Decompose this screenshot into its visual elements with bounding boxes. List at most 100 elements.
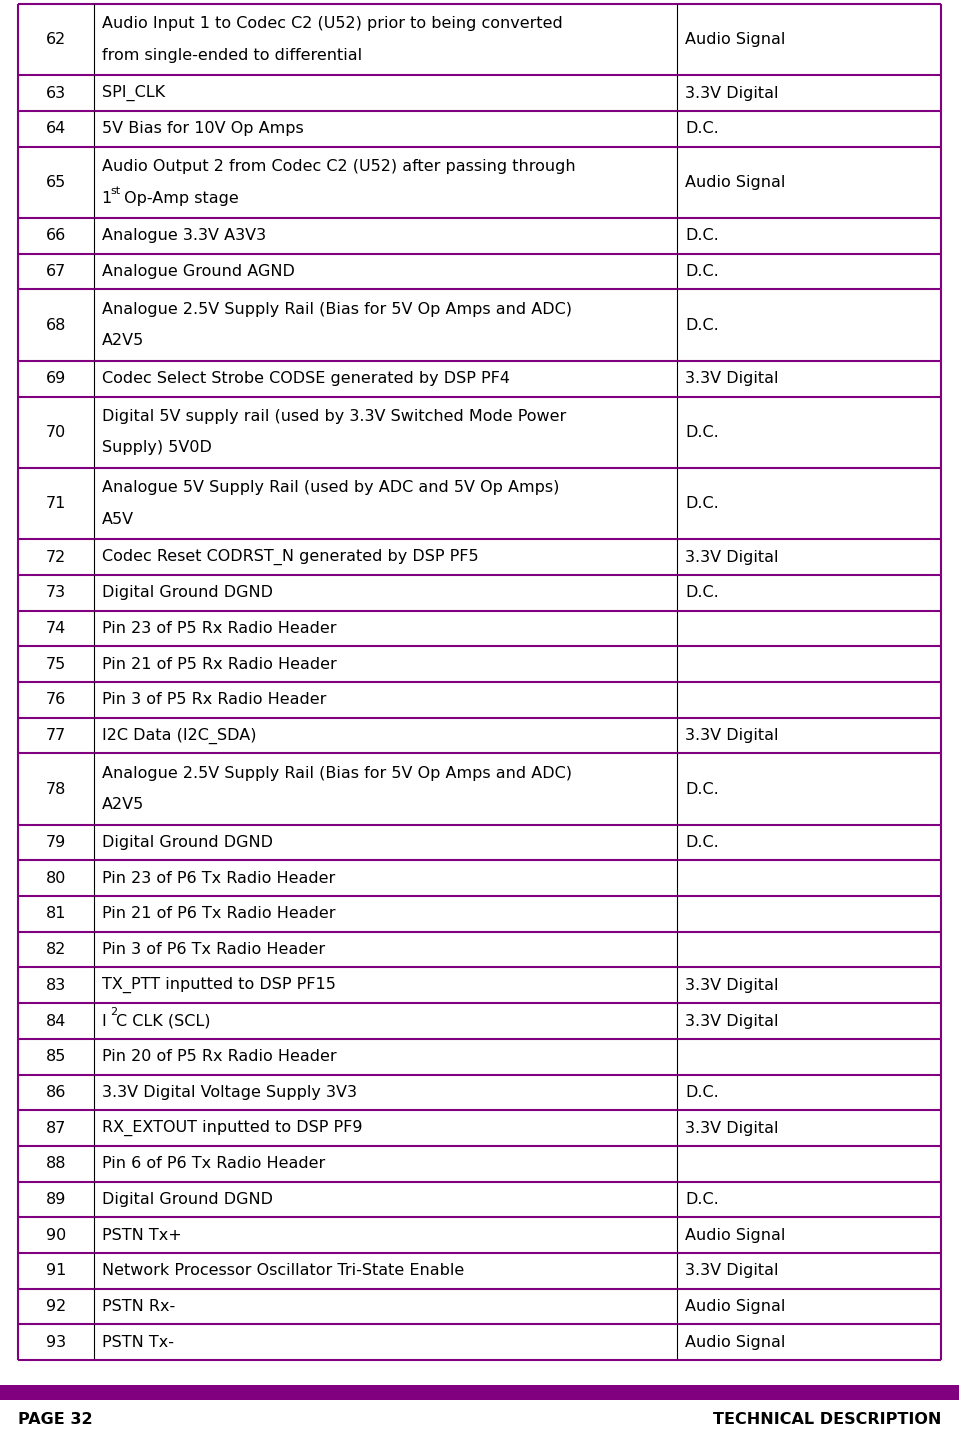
Bar (18, 647, 941, 683)
Text: SPI_CLK: SPI_CLK (102, 85, 165, 102)
Text: PSTN Tx-: PSTN Tx- (102, 1335, 174, 1349)
Bar (0, 1385, 959, 1400)
Bar (18, 218, 941, 254)
Text: A2V5: A2V5 (102, 333, 144, 348)
Text: Analogue 3.3V A3V3: Analogue 3.3V A3V3 (102, 228, 266, 244)
Bar (18, 1038, 941, 1074)
Text: 68: 68 (46, 318, 66, 333)
Text: 1: 1 (102, 191, 112, 205)
Text: 79: 79 (46, 835, 66, 850)
Bar (18, 1289, 941, 1325)
Text: 89: 89 (46, 1192, 66, 1207)
Text: 5V Bias for 10V Op Amps: 5V Bias for 10V Op Amps (102, 122, 303, 136)
Bar (18, 932, 941, 968)
Bar (18, 1146, 941, 1182)
Text: 66: 66 (46, 228, 66, 244)
Text: Digital Ground DGND: Digital Ground DGND (102, 585, 272, 601)
Text: Audio Output 2 from Codec C2 (U52) after passing through: Audio Output 2 from Codec C2 (U52) after… (102, 159, 575, 174)
Text: Pin 6 of P6 Tx Radio Header: Pin 6 of P6 Tx Radio Header (102, 1156, 325, 1172)
Text: D.C.: D.C. (685, 496, 719, 511)
Text: 70: 70 (46, 424, 66, 440)
Text: 3.3V Digital: 3.3V Digital (685, 728, 779, 743)
Text: 72: 72 (46, 549, 66, 565)
Text: Pin 23 of P6 Tx Radio Header: Pin 23 of P6 Tx Radio Header (102, 870, 335, 886)
Text: Analogue 2.5V Supply Rail (Bias for 5V Op Amps and ADC): Analogue 2.5V Supply Rail (Bias for 5V O… (102, 766, 572, 782)
Bar (18, 1325, 941, 1359)
Text: D.C.: D.C. (685, 782, 719, 796)
Text: 78: 78 (46, 782, 66, 796)
Text: A2V5: A2V5 (102, 797, 144, 812)
Text: PSTN Tx+: PSTN Tx+ (102, 1228, 181, 1243)
Text: 73: 73 (46, 585, 66, 601)
Bar (18, 860, 941, 896)
Text: PSTN Rx-: PSTN Rx- (102, 1299, 175, 1314)
Text: D.C.: D.C. (685, 835, 719, 850)
Text: Pin 3 of P5 Rx Radio Header: Pin 3 of P5 Rx Radio Header (102, 693, 326, 707)
Text: I: I (102, 1014, 106, 1028)
Text: 3.3V Digital: 3.3V Digital (685, 1263, 779, 1278)
Text: D.C.: D.C. (685, 424, 719, 440)
Text: 71: 71 (46, 496, 66, 511)
Text: 85: 85 (46, 1050, 66, 1064)
Text: 64: 64 (46, 122, 66, 136)
Text: Network Processor Oscillator Tri-State Enable: Network Processor Oscillator Tri-State E… (102, 1263, 464, 1278)
Text: 67: 67 (46, 264, 66, 280)
Text: Op-Amp stage: Op-Amp stage (119, 191, 239, 205)
Bar (18, 1110, 941, 1146)
Text: D.C.: D.C. (685, 122, 719, 136)
Text: Audio Signal: Audio Signal (685, 1299, 785, 1314)
Bar (18, 753, 941, 825)
Text: 3.3V Digital: 3.3V Digital (685, 371, 779, 386)
Text: 77: 77 (46, 728, 66, 743)
Text: 91: 91 (46, 1263, 66, 1278)
Text: D.C.: D.C. (685, 585, 719, 601)
Text: Pin 23 of P5 Rx Radio Header: Pin 23 of P5 Rx Radio Header (102, 621, 337, 635)
Text: 75: 75 (46, 657, 66, 671)
Text: 87: 87 (46, 1120, 66, 1136)
Text: 3.3V Digital: 3.3V Digital (685, 978, 779, 992)
Text: C CLK (SCL): C CLK (SCL) (116, 1014, 211, 1028)
Bar (18, 146, 941, 218)
Bar (18, 1074, 941, 1110)
Bar (18, 397, 941, 467)
Text: 76: 76 (46, 693, 66, 707)
Text: Codec Select Strobe CODSE generated by DSP PF4: Codec Select Strobe CODSE generated by D… (102, 371, 509, 386)
Text: Audio Signal: Audio Signal (685, 175, 785, 189)
Text: Audio Signal: Audio Signal (685, 1335, 785, 1349)
Text: 2: 2 (110, 1007, 117, 1017)
Text: 88: 88 (46, 1156, 66, 1172)
Text: D.C.: D.C. (685, 228, 719, 244)
Text: 3.3V Digital Voltage Supply 3V3: 3.3V Digital Voltage Supply 3V3 (102, 1086, 357, 1100)
Text: Digital 5V supply rail (used by 3.3V Switched Mode Power: Digital 5V supply rail (used by 3.3V Swi… (102, 409, 566, 424)
Text: Analogue 2.5V Supply Rail (Bias for 5V Op Amps and ADC): Analogue 2.5V Supply Rail (Bias for 5V O… (102, 303, 572, 317)
Bar (18, 110, 941, 146)
Text: 81: 81 (46, 906, 66, 922)
Text: D.C.: D.C. (685, 318, 719, 333)
Text: TECHNICAL DESCRIPTION: TECHNICAL DESCRIPTION (713, 1412, 941, 1427)
Text: RX_EXTOUT inputted to DSP PF9: RX_EXTOUT inputted to DSP PF9 (102, 1120, 363, 1136)
Text: Analogue Ground AGND: Analogue Ground AGND (102, 264, 294, 280)
Text: D.C.: D.C. (685, 264, 719, 280)
Bar (18, 825, 941, 860)
Bar (18, 575, 941, 611)
Text: from single-ended to differential: from single-ended to differential (102, 47, 362, 63)
Text: Analogue 5V Supply Rail (used by ADC and 5V Op Amps): Analogue 5V Supply Rail (used by ADC and… (102, 480, 559, 495)
Bar (18, 1253, 941, 1289)
Text: I2C Data (I2C_SDA): I2C Data (I2C_SDA) (102, 727, 256, 744)
Text: Pin 3 of P6 Tx Radio Header: Pin 3 of P6 Tx Radio Header (102, 942, 325, 956)
Text: D.C.: D.C. (685, 1192, 719, 1207)
Text: Pin 20 of P5 Rx Radio Header: Pin 20 of P5 Rx Radio Header (102, 1050, 337, 1064)
Bar (18, 1217, 941, 1253)
Text: Supply) 5V0D: Supply) 5V0D (102, 440, 212, 456)
Text: A5V: A5V (102, 512, 134, 526)
Bar (18, 1182, 941, 1217)
Text: 82: 82 (46, 942, 66, 956)
Text: 3.3V Digital: 3.3V Digital (685, 549, 779, 565)
Text: Audio Input 1 to Codec C2 (U52) prior to being converted: Audio Input 1 to Codec C2 (U52) prior to… (102, 16, 562, 32)
Bar (18, 4, 941, 76)
Text: 62: 62 (46, 32, 66, 47)
Text: 65: 65 (46, 175, 66, 189)
Bar (18, 717, 941, 753)
Bar (18, 1004, 941, 1038)
Text: st: st (110, 186, 120, 196)
